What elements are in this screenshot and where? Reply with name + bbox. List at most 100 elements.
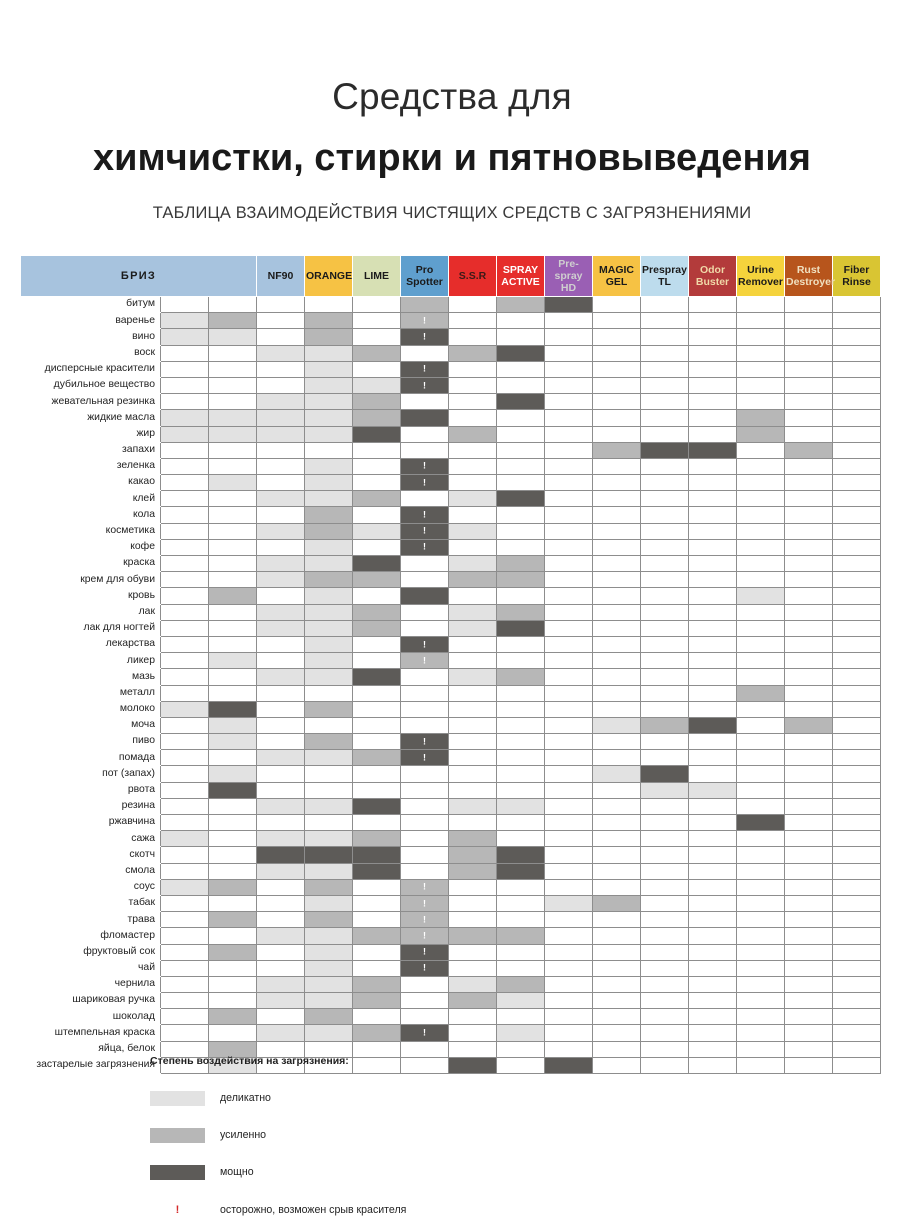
matrix-cell — [592, 619, 641, 637]
matrix-cell — [640, 295, 689, 314]
matrix-cell — [784, 765, 833, 783]
matrix-cell — [256, 635, 305, 654]
matrix-cell — [688, 781, 737, 799]
matrix-cell — [304, 878, 353, 896]
matrix-cell — [736, 457, 785, 476]
matrix-cell — [592, 959, 641, 977]
matrix-cell — [400, 749, 449, 767]
matrix-cell — [352, 959, 401, 977]
matrix-cell — [400, 522, 449, 540]
matrix-cell — [304, 943, 353, 961]
row-label: косметика — [20, 522, 161, 540]
matrix-cell — [400, 878, 449, 896]
matrix-cell — [784, 797, 833, 816]
matrix-cell — [640, 797, 689, 816]
matrix-cell — [208, 376, 257, 395]
matrix-cell — [592, 393, 641, 411]
matrix-cell — [784, 295, 833, 314]
matrix-cell — [544, 878, 593, 896]
matrix-cell — [304, 587, 353, 605]
matrix-cell — [352, 344, 401, 362]
matrix-cell — [352, 441, 401, 459]
matrix-cell — [688, 1024, 737, 1042]
row-label: помада — [20, 749, 161, 767]
matrix-cell — [256, 894, 305, 913]
matrix-cell — [160, 587, 209, 605]
matrix-cell — [352, 878, 401, 896]
matrix-cell — [352, 813, 401, 832]
legend-item-label: усиленно — [220, 1129, 267, 1141]
matrix-cell — [400, 927, 449, 945]
matrix-cell — [592, 506, 641, 524]
matrix-cell — [688, 878, 737, 896]
matrix-cell — [688, 344, 737, 362]
row-label: крем для обуви — [20, 571, 161, 589]
matrix-cell — [160, 830, 209, 848]
matrix-cell — [304, 716, 353, 735]
matrix-cell — [208, 360, 257, 378]
matrix-header-row: БРИЗ NF90 ORANGE LIME Pro Spotter S.S.R SPRAY … — [20, 255, 881, 297]
matrix-cell — [832, 360, 881, 378]
matrix-cell — [592, 522, 641, 540]
matrix-cell — [400, 441, 449, 459]
matrix-cell — [256, 538, 305, 557]
matrix-cell — [448, 652, 497, 670]
matrix-cell — [544, 295, 593, 314]
matrix-cell — [496, 295, 545, 314]
matrix-cell — [544, 603, 593, 621]
matrix-cell — [256, 749, 305, 767]
matrix-cell — [160, 571, 209, 589]
row-label: лак для ногтей — [20, 619, 161, 637]
matrix-cell — [256, 603, 305, 621]
matrix-row: варенье — [20, 312, 881, 330]
row-label: чернила — [20, 975, 161, 994]
matrix-cell — [736, 975, 785, 994]
matrix-cell — [544, 490, 593, 508]
matrix-cell — [544, 749, 593, 767]
matrix-cell — [832, 376, 881, 395]
matrix-cell — [208, 1024, 257, 1042]
matrix-cell — [208, 393, 257, 411]
matrix-cell — [832, 813, 881, 832]
matrix-cell — [352, 1008, 401, 1026]
page-title-line-2: химчистки, стирки и пятновыведения — [93, 136, 811, 179]
matrix-cell — [832, 328, 881, 346]
matrix-row: штемпельная краска — [20, 1024, 881, 1042]
matrix-cell — [784, 538, 833, 557]
matrix-cell — [592, 927, 641, 945]
matrix-cell — [256, 975, 305, 994]
matrix-cell — [640, 992, 689, 1010]
matrix-cell — [400, 635, 449, 654]
matrix-cell — [688, 360, 737, 378]
row-label: ржавчина — [20, 813, 161, 832]
matrix-cell — [592, 425, 641, 443]
matrix-cell — [784, 862, 833, 880]
matrix-cell — [160, 927, 209, 945]
matrix-cell — [496, 474, 545, 492]
matrix-cell — [832, 878, 881, 896]
matrix-cell — [832, 797, 881, 816]
row-label: яйца, белок — [20, 1040, 161, 1058]
matrix-cell — [256, 522, 305, 540]
matrix-cell — [496, 522, 545, 540]
legend-item: мощно — [150, 1157, 750, 1187]
page-subtitle: ТАБЛИЦА ВЗАИМОДЕЙСТВИЯ ЧИСТЯЩИХ СРЕДСТВ … — [152, 203, 752, 222]
matrix-cell — [592, 376, 641, 395]
matrix-cell — [832, 668, 881, 686]
matrix-cell — [160, 797, 209, 816]
matrix-cell — [640, 425, 689, 443]
matrix-cell — [592, 878, 641, 896]
matrix-cell — [736, 474, 785, 492]
matrix-cell — [736, 813, 785, 832]
matrix-cell — [208, 635, 257, 654]
matrix-cell — [160, 393, 209, 411]
matrix-cell — [304, 975, 353, 994]
matrix-cell — [256, 943, 305, 961]
matrix-row: металл — [20, 684, 881, 702]
matrix-cell — [256, 587, 305, 605]
matrix-row: кофе — [20, 538, 881, 557]
title-block: Средства для химчистки, стирки и пятновы… — [0, 0, 904, 223]
matrix-body: битумвареньевиновоскдисперсные красители… — [20, 295, 881, 1075]
matrix-cell — [400, 862, 449, 880]
